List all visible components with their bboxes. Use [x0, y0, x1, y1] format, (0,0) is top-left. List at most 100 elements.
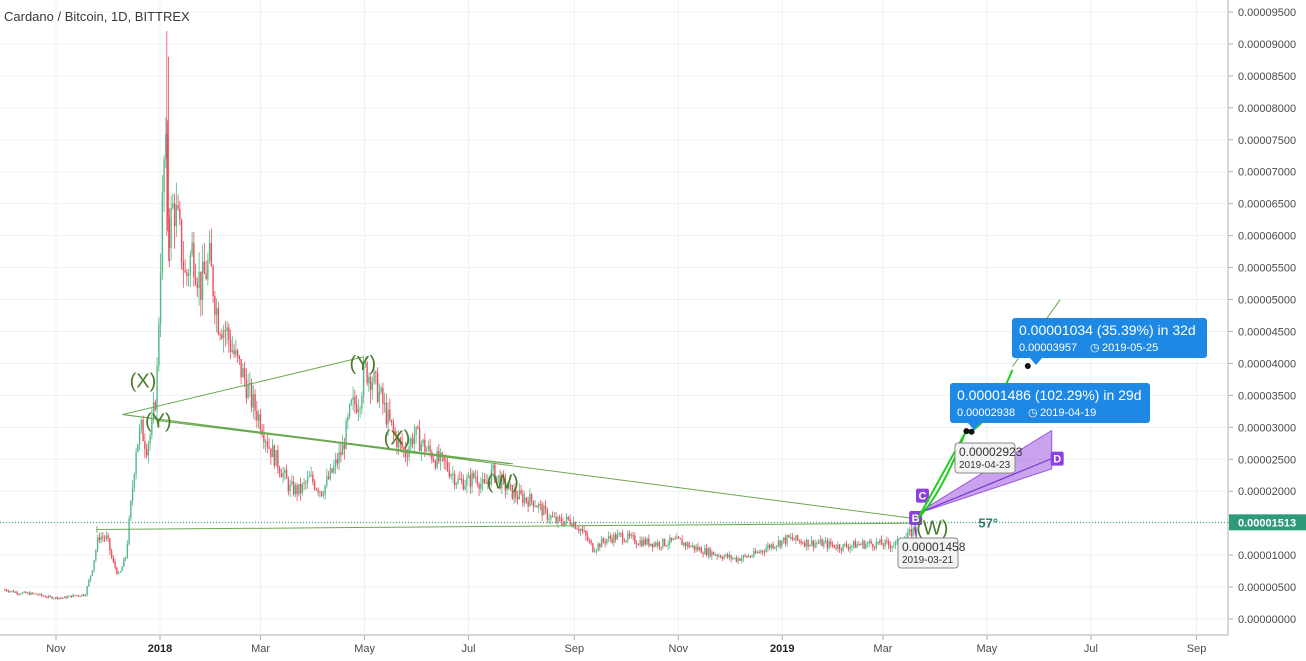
- candle-body: [817, 543, 820, 545]
- candle-body: [424, 439, 426, 452]
- candle-body: [744, 555, 746, 557]
- candle-body: [7, 590, 10, 592]
- candle-body: [886, 540, 888, 542]
- candle-body: [396, 434, 398, 448]
- candle-body: [847, 546, 850, 550]
- candle-body: [537, 503, 540, 508]
- candle-body: [851, 545, 853, 547]
- candle-body: [336, 459, 339, 464]
- candle-body: [824, 540, 827, 542]
- candle-body: [466, 477, 468, 486]
- candle-body: [175, 205, 178, 227]
- candle-body: [96, 537, 99, 551]
- candle-body: [770, 544, 773, 548]
- candle-body: [140, 419, 143, 429]
- candle-body: [208, 243, 211, 261]
- candle-body: [459, 478, 461, 480]
- y-tick-label: 0.00004000: [1238, 358, 1296, 370]
- candle-body: [700, 547, 703, 554]
- candle-body: [60, 597, 62, 599]
- candle-body: [592, 543, 594, 552]
- candle-body: [54, 596, 57, 599]
- candle-body: [870, 541, 872, 544]
- candle-body: [849, 546, 851, 550]
- candle-body: [334, 459, 337, 466]
- candle-body: [774, 546, 776, 549]
- x-tick-label: May: [354, 643, 375, 655]
- candle-body: [254, 394, 256, 411]
- candle-body: [151, 418, 153, 435]
- candle-body: [812, 540, 815, 548]
- candle-body: [257, 414, 260, 421]
- candle-body: [572, 522, 575, 527]
- annotations: 0.00001513 57° 0.00001486 (102.29%) in 29d…: [0, 299, 1306, 569]
- candle-body: [907, 531, 909, 538]
- candle-body: [355, 404, 358, 413]
- candle-body: [656, 542, 659, 546]
- candle-body: [651, 543, 654, 548]
- candle-body: [186, 272, 188, 276]
- candle-body: [179, 208, 181, 220]
- candle-body: [165, 134, 167, 159]
- pattern-point-label: C: [919, 491, 927, 503]
- y-tick-label: 0.00003500: [1238, 390, 1296, 402]
- candle-body: [221, 334, 223, 339]
- candle-body: [688, 542, 690, 548]
- x-tick-label: 2019: [770, 643, 794, 655]
- y-tick-label: 0.00003000: [1238, 422, 1296, 434]
- candle-body: [243, 368, 246, 380]
- candle-body: [646, 538, 648, 545]
- candle-body: [152, 402, 155, 419]
- candle-body: [522, 493, 524, 504]
- price-tooltip-2-box: [954, 442, 1016, 474]
- candle-body: [191, 242, 193, 255]
- candle-body: [448, 469, 451, 477]
- candle-body: [172, 203, 174, 208]
- candle-body: [322, 494, 325, 496]
- candle-body: [669, 537, 671, 545]
- candle-body: [896, 539, 899, 542]
- candle-body: [541, 504, 543, 516]
- candle-body: [278, 467, 281, 474]
- trend-line: [96, 522, 911, 531]
- candle-body: [716, 554, 718, 557]
- candle-body: [238, 355, 241, 359]
- candle-body: [105, 535, 108, 539]
- candle-body: [473, 472, 475, 478]
- candle-body: [539, 503, 542, 505]
- candle-body: [72, 594, 74, 598]
- candle-body: [168, 217, 171, 248]
- clock-icon: ◷: [1028, 407, 1038, 419]
- candle-body: [634, 535, 636, 544]
- candle-body: [667, 544, 669, 546]
- candle-body: [268, 446, 270, 449]
- candle-body: [490, 469, 493, 485]
- projection-callout-2-pointer: [1030, 358, 1042, 365]
- candle-body: [683, 542, 685, 546]
- candle-body: [394, 430, 396, 435]
- candle-body: [560, 518, 563, 523]
- candle-body: [660, 546, 662, 548]
- candle-body: [366, 362, 368, 384]
- candle-body: [275, 450, 277, 466]
- candle-body: [823, 541, 825, 547]
- candle-body: [803, 543, 806, 547]
- candle-body: [788, 535, 790, 538]
- candle-body: [732, 558, 734, 560]
- candle-body: [383, 402, 386, 404]
- candle-body: [429, 445, 431, 452]
- candle-body: [352, 396, 354, 401]
- candle-body: [58, 597, 60, 599]
- candle-body: [177, 205, 179, 209]
- candle-body: [698, 547, 701, 551]
- candle-body: [807, 539, 809, 547]
- candle-body: [739, 558, 741, 561]
- candle-body: [198, 271, 200, 288]
- candle-body: [359, 408, 361, 410]
- candle-body: [345, 420, 347, 449]
- trend-lines: [96, 356, 911, 533]
- price-axis-panel[interactable]: [1228, 0, 1306, 661]
- candle-body: [763, 551, 766, 553]
- x-tick-label: 2018: [148, 643, 172, 655]
